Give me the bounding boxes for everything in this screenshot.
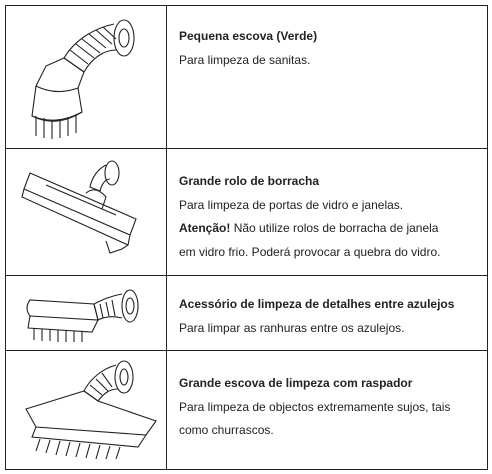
illustration-cell: [6, 149, 167, 275]
description-cell: Grande escova de limpeza com raspador Pa…: [179, 372, 481, 443]
item-title: Acessório de limpeza de detalhes entre a…: [179, 297, 455, 311]
table-row: Acessório de limpeza de detalhes entre a…: [6, 276, 487, 351]
small-brush-illustration: [31, 19, 135, 139]
warning-text: em vidro frio. Poderá provocar a quebra …: [179, 244, 441, 259]
illustration-cell: [6, 6, 167, 148]
item-text: Para limpeza de portas de vidro e janela…: [179, 197, 404, 212]
tile-brush-illustration: [26, 289, 139, 342]
item-text: Para limpar as ranhuras entre os azulejo…: [179, 320, 405, 335]
item-title: Grande rolo de borracha: [179, 174, 320, 188]
item-text: como churrascos.: [179, 423, 274, 437]
description-cell: Acessório de limpeza de detalhes entre a…: [179, 293, 481, 340]
description-cell: Grande rolo de borracha Para limpeza de …: [179, 170, 481, 264]
warning-line: Atenção! Não utilize rolos de borracha d…: [179, 217, 481, 241]
table-row: Grande rolo de borracha Para limpeza de …: [6, 149, 487, 276]
table-row: Grande escova de limpeza com raspador Pa…: [6, 351, 487, 469]
illustration-cell: [6, 351, 167, 469]
item-title: Pequena escova (Verde): [179, 29, 318, 43]
squeegee-illustration: [21, 160, 137, 254]
table-row: Pequena escova (Verde) Para limpeza de s…: [6, 6, 487, 149]
item-title: Grande escova de limpeza com raspador: [179, 376, 413, 390]
item-text: Para limpeza de objectos extremamente su…: [179, 399, 451, 414]
warning-text: Não utilize rolos de borracha de janela: [233, 221, 439, 235]
description-cell: Pequena escova (Verde) Para limpeza de s…: [179, 25, 481, 72]
large-brush-illustration: [25, 360, 157, 460]
warning-label: Atenção!: [179, 221, 231, 235]
accessory-table: Pequena escova (Verde) Para limpeza de s…: [5, 5, 488, 470]
item-text: Para limpeza de sanitas.: [179, 52, 311, 67]
illustration-cell: [6, 276, 167, 350]
